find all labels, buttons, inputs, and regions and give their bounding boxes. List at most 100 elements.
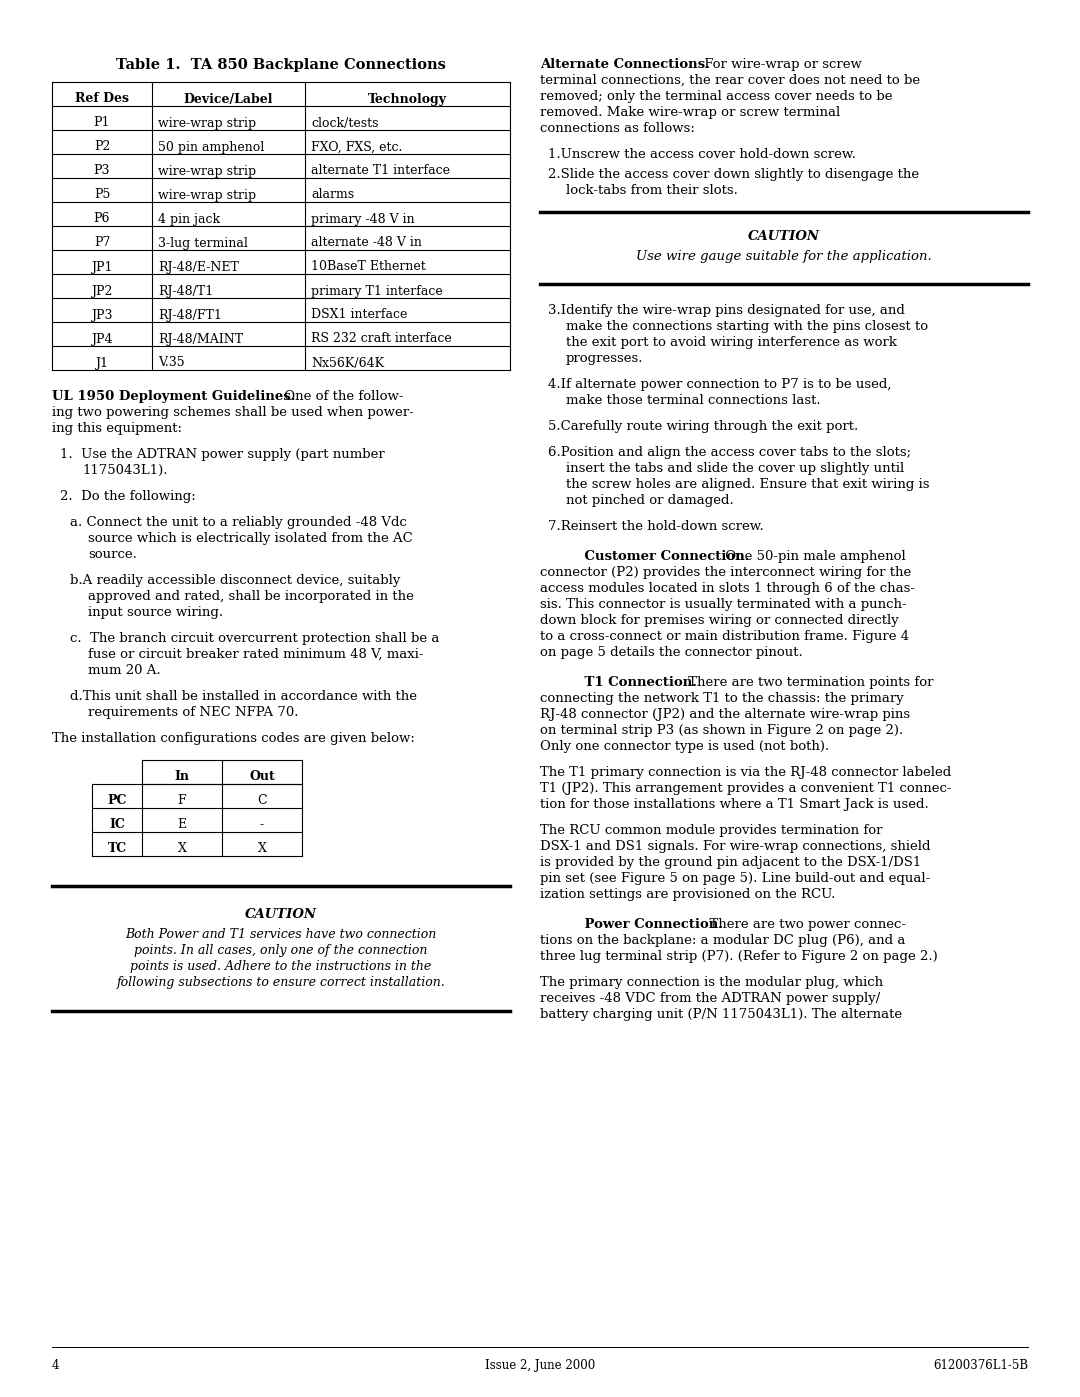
Text: Power Connection.: Power Connection. — [566, 918, 723, 930]
Text: P3: P3 — [94, 165, 110, 177]
Text: RJ-48/FT1: RJ-48/FT1 — [158, 309, 221, 321]
Text: 61200376L1-5B: 61200376L1-5B — [933, 1359, 1028, 1372]
Text: Customer Connection.: Customer Connection. — [566, 550, 750, 563]
Text: 4: 4 — [52, 1359, 59, 1372]
Text: 4 pin jack: 4 pin jack — [158, 212, 220, 225]
Text: Alternate Connections.: Alternate Connections. — [540, 59, 710, 71]
Text: 2.Slide the access cover down slightly to disengage the: 2.Slide the access cover down slightly t… — [548, 168, 919, 182]
Text: CAUTION: CAUTION — [245, 908, 318, 921]
Text: three lug terminal strip (P7). (Refer to Figure 2 on page 2.): three lug terminal strip (P7). (Refer to… — [540, 950, 937, 963]
Text: tions on the backplane: a modular DC plug (P6), and a: tions on the backplane: a modular DC plu… — [540, 935, 905, 947]
Text: the screw holes are aligned. Ensure that exit wiring is: the screw holes are aligned. Ensure that… — [566, 478, 930, 490]
Text: b.A readily accessible disconnect device, suitably: b.A readily accessible disconnect device… — [70, 574, 401, 587]
Text: connector (P2) provides the interconnect wiring for the: connector (P2) provides the interconnect… — [540, 566, 912, 578]
Text: down block for premises wiring or connected directly: down block for premises wiring or connec… — [540, 615, 899, 627]
Text: 3.Identify the wire-wrap pins designated for use, and: 3.Identify the wire-wrap pins designated… — [548, 305, 905, 317]
Text: primary -48 V in: primary -48 V in — [311, 212, 415, 225]
Text: F: F — [178, 795, 187, 807]
Text: P1: P1 — [94, 116, 110, 130]
Text: T1 (JP2). This arrangement provides a convenient T1 connec-: T1 (JP2). This arrangement provides a co… — [540, 782, 951, 795]
Text: the exit port to avoid wiring interference as work: the exit port to avoid wiring interferen… — [566, 337, 897, 349]
Text: following subsections to ensure correct installation.: following subsections to ensure correct … — [117, 977, 445, 989]
Text: FXO, FXS, etc.: FXO, FXS, etc. — [311, 141, 403, 154]
Text: IC: IC — [109, 819, 125, 831]
Text: alternate -48 V in: alternate -48 V in — [311, 236, 422, 250]
Text: There are two termination points for: There are two termination points for — [684, 676, 933, 689]
Text: connections as follows:: connections as follows: — [540, 122, 694, 136]
Text: 3-lug terminal: 3-lug terminal — [158, 236, 248, 250]
Text: make the connections starting with the pins closest to: make the connections starting with the p… — [566, 320, 928, 332]
Text: P7: P7 — [94, 236, 110, 250]
Text: Table 1.  TA 850 Backplane Connections: Table 1. TA 850 Backplane Connections — [116, 59, 446, 73]
Text: progresses.: progresses. — [566, 352, 644, 365]
Text: source.: source. — [87, 548, 137, 562]
Text: alternate T1 interface: alternate T1 interface — [311, 165, 450, 177]
Text: make those terminal connections last.: make those terminal connections last. — [566, 394, 821, 407]
Text: clock/tests: clock/tests — [311, 116, 378, 130]
Text: terminal connections, the rear cover does not need to be: terminal connections, the rear cover doe… — [540, 74, 920, 87]
Text: ization settings are provisioned on the RCU.: ization settings are provisioned on the … — [540, 888, 835, 901]
Text: not pinched or damaged.: not pinched or damaged. — [566, 495, 733, 507]
Text: RJ-48/E-NET: RJ-48/E-NET — [158, 260, 239, 274]
Text: 1.  Use the ADTRAN power supply (part number: 1. Use the ADTRAN power supply (part num… — [60, 448, 384, 461]
Text: PC: PC — [107, 795, 126, 807]
Text: access modules located in slots 1 through 6 of the chas-: access modules located in slots 1 throug… — [540, 583, 915, 595]
Text: points is used. Adhere to the instructions in the: points is used. Adhere to the instructio… — [131, 960, 432, 972]
Text: JP2: JP2 — [92, 285, 112, 298]
Text: DSX-1 and DS1 signals. For wire-wrap connections, shield: DSX-1 and DS1 signals. For wire-wrap con… — [540, 840, 931, 854]
Text: wire-wrap strip: wire-wrap strip — [158, 189, 256, 201]
Text: JP3: JP3 — [91, 309, 112, 321]
Text: Nx56K/64K: Nx56K/64K — [311, 356, 384, 369]
Text: 10BaseT Ethernet: 10BaseT Ethernet — [311, 260, 426, 274]
Text: V.35: V.35 — [158, 356, 185, 369]
Text: The installation configurations codes are given below:: The installation configurations codes ar… — [52, 732, 415, 745]
Text: TC: TC — [107, 842, 126, 855]
Text: C: C — [257, 795, 267, 807]
Text: 50 pin amphenol: 50 pin amphenol — [158, 141, 265, 154]
Text: connecting the network T1 to the chassis: the primary: connecting the network T1 to the chassis… — [540, 692, 904, 705]
Text: Out: Out — [249, 771, 275, 784]
Text: lock-tabs from their slots.: lock-tabs from their slots. — [566, 184, 738, 197]
Text: removed; only the terminal access cover needs to be: removed; only the terminal access cover … — [540, 89, 892, 103]
Text: insert the tabs and slide the cover up slightly until: insert the tabs and slide the cover up s… — [566, 462, 904, 475]
Text: primary T1 interface: primary T1 interface — [311, 285, 443, 298]
Text: points. In all cases, only one of the connection: points. In all cases, only one of the co… — [134, 944, 428, 957]
Text: receives -48 VDC from the ADTRAN power supply/: receives -48 VDC from the ADTRAN power s… — [540, 992, 880, 1004]
Text: RS 232 craft interface: RS 232 craft interface — [311, 332, 451, 345]
Text: E: E — [177, 819, 187, 831]
Text: P6: P6 — [94, 212, 110, 225]
Text: to a cross-connect or main distribution frame. Figure 4: to a cross-connect or main distribution … — [540, 630, 909, 643]
Text: wire-wrap strip: wire-wrap strip — [158, 165, 256, 177]
Text: Both Power and T1 services have two connection: Both Power and T1 services have two conn… — [125, 928, 436, 942]
Text: ing two powering schemes shall be used when power-: ing two powering schemes shall be used w… — [52, 407, 414, 419]
Text: sis. This connector is usually terminated with a punch-: sis. This connector is usually terminate… — [540, 598, 906, 610]
Text: T1 Connection.: T1 Connection. — [566, 676, 697, 689]
Text: Only one connector type is used (not both).: Only one connector type is used (not bot… — [540, 740, 829, 753]
Text: a. Connect the unit to a reliably grounded -48 Vdc: a. Connect the unit to a reliably ground… — [70, 515, 407, 529]
Text: P2: P2 — [94, 141, 110, 154]
Text: Device/Label: Device/Label — [184, 92, 273, 106]
Text: approved and rated, shall be incorporated in the: approved and rated, shall be incorporate… — [87, 590, 414, 604]
Text: JP4: JP4 — [91, 332, 112, 345]
Text: 1.Unscrew the access cover hold-down screw.: 1.Unscrew the access cover hold-down scr… — [548, 148, 855, 161]
Text: 4.If alternate power connection to P7 is to be used,: 4.If alternate power connection to P7 is… — [548, 379, 891, 391]
Text: 5.Carefully route wiring through the exit port.: 5.Carefully route wiring through the exi… — [548, 420, 859, 433]
Text: One of the follow-: One of the follow- — [280, 390, 404, 402]
Text: RJ-48 connector (JP2) and the alternate wire-wrap pins: RJ-48 connector (JP2) and the alternate … — [540, 708, 910, 721]
Text: The T1 primary connection is via the RJ-48 connector labeled: The T1 primary connection is via the RJ-… — [540, 766, 951, 780]
Text: Issue 2, June 2000: Issue 2, June 2000 — [485, 1359, 595, 1372]
Text: 6.Position and align the access cover tabs to the slots;: 6.Position and align the access cover ta… — [548, 446, 912, 460]
Text: Technology: Technology — [367, 92, 446, 106]
Text: d.This unit shall be installed in accordance with the: d.This unit shall be installed in accord… — [70, 690, 417, 703]
Text: pin set (see Figure 5 on page 5). Line build-out and equal-: pin set (see Figure 5 on page 5). Line b… — [540, 872, 930, 886]
Text: 7.Reinsert the hold-down screw.: 7.Reinsert the hold-down screw. — [548, 520, 764, 534]
Text: For wire-wrap or screw: For wire-wrap or screw — [700, 59, 862, 71]
Text: CAUTION: CAUTION — [748, 231, 820, 243]
Text: c.  The branch circuit overcurrent protection shall be a: c. The branch circuit overcurrent protec… — [70, 631, 440, 645]
Text: RJ-48/MAINT: RJ-48/MAINT — [158, 332, 243, 345]
Text: input source wiring.: input source wiring. — [87, 606, 224, 619]
Text: 2.  Do the following:: 2. Do the following: — [60, 490, 195, 503]
Text: alarms: alarms — [311, 189, 354, 201]
Text: mum 20 A.: mum 20 A. — [87, 664, 161, 678]
Text: P5: P5 — [94, 189, 110, 201]
